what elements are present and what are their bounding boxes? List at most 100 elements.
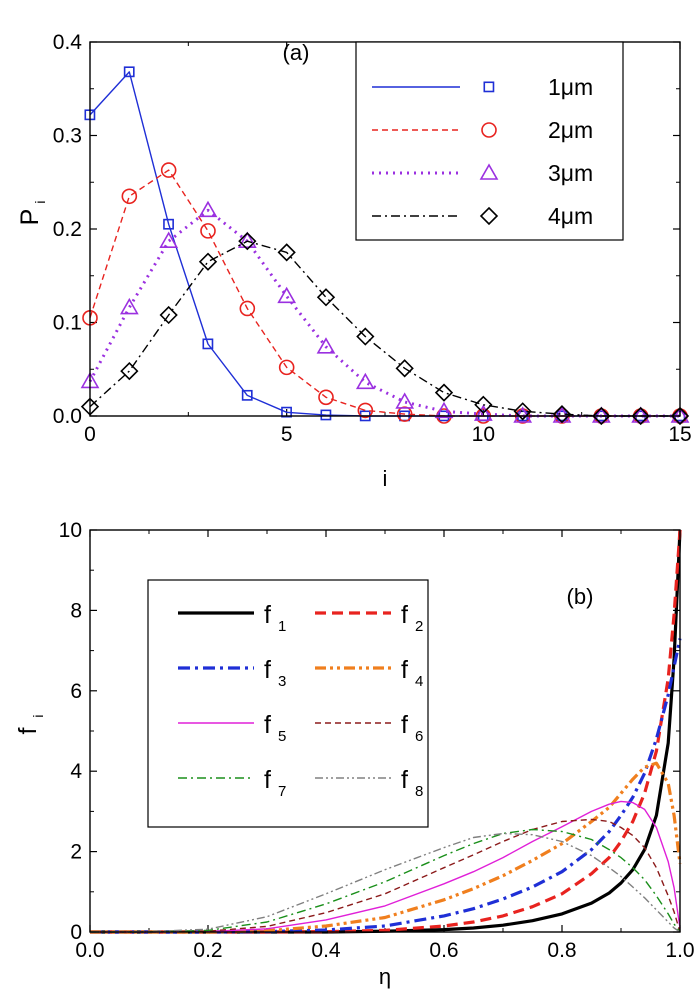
legend-marker-4	[479, 206, 499, 226]
series-line-4	[90, 761, 682, 934]
data-point	[395, 359, 414, 378]
data-point	[316, 288, 336, 307]
y-tick-label: 4	[70, 760, 82, 783]
legend-label-5: f	[264, 711, 271, 739]
data-point	[202, 338, 214, 350]
x-tick-label: 1.0	[665, 939, 694, 962]
series-line-6	[90, 818, 681, 933]
data-point	[198, 200, 218, 218]
y-tick-label: 0.3	[53, 125, 82, 148]
legend-label-subscript-4: 4	[415, 673, 423, 690]
y-tick-label: 6	[70, 680, 82, 703]
data-point	[277, 243, 296, 262]
data-point	[552, 404, 572, 424]
data-point	[357, 402, 374, 419]
x-axis-label: η	[379, 964, 391, 989]
legend-label-4: f	[401, 656, 408, 684]
legend-label-subscript-3: 3	[278, 673, 286, 690]
series-line-5	[90, 800, 681, 933]
data-point	[318, 389, 334, 406]
legend-box	[355, 41, 624, 241]
y-tick-label: 8	[70, 599, 82, 622]
legend-label-4: 4μm	[548, 203, 593, 229]
legend-box	[147, 579, 429, 828]
legend-label-subscript-2: 2	[415, 618, 423, 635]
y-tick-label: 0.2	[53, 218, 82, 241]
data-point	[474, 395, 493, 414]
legend-label-7: f	[264, 766, 271, 794]
x-tick-label: 10	[472, 423, 495, 446]
legend-label-2: 2μm	[548, 117, 593, 143]
y-tick-label: 0.1	[53, 312, 82, 335]
legend-label-2: f	[401, 601, 408, 629]
x-tick-label: 0.8	[547, 939, 576, 962]
legend-label-3: f	[264, 656, 271, 684]
data-point	[160, 162, 177, 178]
data-point	[396, 406, 413, 422]
y-axis-label: P	[16, 209, 44, 226]
data-point	[163, 218, 174, 230]
data-point	[277, 286, 297, 304]
y-axis-label-subscript: i	[30, 714, 46, 717]
data-point	[591, 406, 611, 423]
x-tick-label: 15	[668, 423, 691, 446]
x-tick-label: 0	[84, 423, 96, 446]
series-line-4	[89, 240, 680, 417]
data-point	[355, 372, 375, 390]
legend-label-8: f	[401, 766, 408, 794]
data-point	[356, 327, 375, 346]
y-axis-label-subscript: i	[32, 200, 48, 203]
legend-label-subscript-8: 8	[415, 783, 423, 800]
data-point	[592, 406, 611, 426]
data-point	[320, 409, 332, 421]
x-axis-label: i	[383, 466, 388, 491]
series-line-7	[90, 828, 681, 933]
x-tick-label: 0.0	[75, 939, 104, 962]
data-point	[278, 359, 295, 376]
legend-label-1: f	[264, 601, 271, 629]
legend-marker-1	[483, 81, 495, 93]
data-point	[159, 305, 178, 325]
data-point	[241, 389, 253, 401]
series-line-8	[89, 832, 681, 933]
data-point	[631, 406, 651, 423]
data-point	[670, 406, 690, 426]
legend-label-subscript-7: 7	[278, 783, 286, 800]
data-point	[121, 188, 138, 205]
legend-marker-2	[481, 122, 497, 138]
y-tick-label: 10	[59, 519, 82, 542]
data-point	[473, 404, 493, 421]
data-point	[434, 401, 454, 419]
y-tick-label: 0	[70, 921, 82, 944]
legend-label-3: 3μm	[548, 160, 593, 186]
data-point	[159, 231, 179, 248]
data-point	[239, 300, 256, 317]
plot-frame	[89, 529, 681, 933]
legend-label-subscript-1: 1	[278, 618, 286, 635]
panel-label: (a)	[283, 40, 310, 65]
series-line-2	[90, 529, 682, 934]
data-point	[123, 66, 135, 78]
legend-label-subscript-5: 5	[278, 728, 286, 745]
panel-a-chart: 0 5 10 15 0.0 0.1 0.2 0.3 0.4 i Pi (a) 1μm 2μm 3μm 4μm	[16, 31, 692, 491]
data-point	[237, 231, 257, 248]
legend-label-1: 1μm	[548, 74, 593, 100]
panel-label: (b)	[567, 584, 594, 609]
x-tick-label: 0.2	[193, 939, 222, 962]
data-point	[395, 392, 415, 409]
x-tick-label: 5	[281, 423, 293, 446]
data-point	[513, 402, 532, 421]
x-tick-label: 0.6	[429, 939, 458, 962]
data-point	[631, 406, 650, 426]
y-tick-label: 2	[70, 841, 82, 864]
y-tick-label: 0.4	[53, 31, 83, 54]
data-point	[316, 337, 336, 354]
y-tick-label: 0.0	[53, 405, 82, 428]
data-point	[238, 232, 257, 251]
data-point	[119, 297, 139, 315]
y-axis-label: f	[14, 727, 42, 734]
data-point	[670, 406, 690, 423]
data-point	[120, 361, 139, 381]
